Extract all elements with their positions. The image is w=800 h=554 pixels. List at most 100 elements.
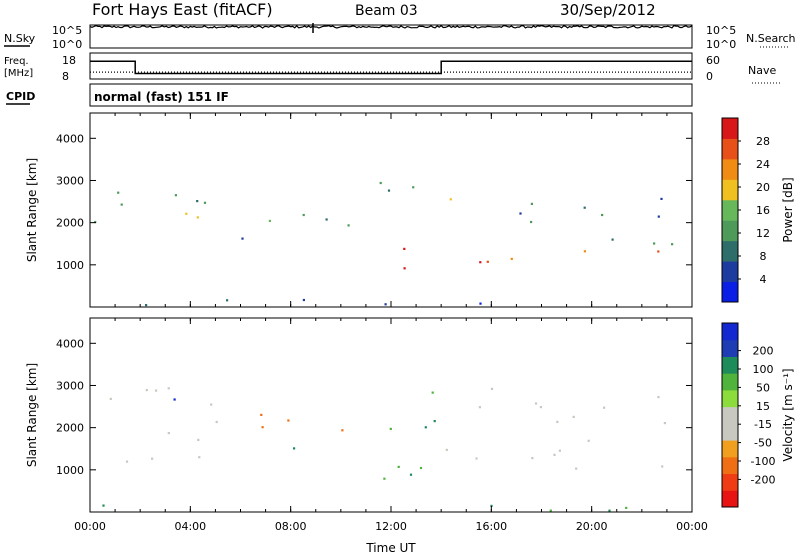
heatmap-cell bbox=[185, 212, 188, 215]
station-title: Fort Hays East (fitACF) bbox=[92, 0, 273, 19]
heatmap-cell bbox=[109, 397, 112, 400]
colorbar-tick-label: 200 bbox=[753, 345, 774, 358]
heatmap-cell bbox=[556, 420, 559, 423]
heatmap-cell bbox=[657, 250, 660, 253]
colorbar-segment bbox=[722, 118, 738, 139]
heatmap-cell bbox=[198, 456, 201, 459]
heatmap-cell bbox=[196, 200, 199, 203]
heatmap-cell bbox=[125, 460, 129, 463]
heatmap-cell bbox=[409, 473, 413, 476]
power-axes: 1000 2000 3000 4000 bbox=[56, 113, 693, 307]
velocity-colorbar-label: Velocity [m s⁻¹] bbox=[781, 368, 795, 461]
heatmap-cell bbox=[268, 219, 271, 222]
heatmap-cell bbox=[660, 197, 663, 200]
colorbar-segment bbox=[722, 440, 738, 458]
freq-label-2: [MHz] bbox=[4, 68, 33, 79]
nave-label: Nave bbox=[748, 64, 776, 77]
colorbar-segment bbox=[722, 240, 738, 262]
heatmap-cell bbox=[403, 247, 406, 250]
colorbar-tick-label: -50 bbox=[754, 437, 772, 450]
heatmap-cell bbox=[347, 224, 350, 227]
heatmap-cell bbox=[412, 186, 415, 189]
heatmap-cell bbox=[603, 406, 606, 409]
noise-left-tick-low: 10^0 bbox=[52, 38, 82, 51]
colorbar-segment bbox=[722, 473, 738, 491]
noise-left-label: N.Sky bbox=[4, 32, 36, 45]
colorbar-tick-label: 20 bbox=[756, 181, 770, 194]
heatmap-cell bbox=[117, 191, 120, 194]
beam-label: Beam 03 bbox=[355, 3, 418, 19]
noise-left-tick-high: 10^5 bbox=[52, 24, 82, 37]
heatmap-cell bbox=[151, 457, 154, 460]
heatmap-cell bbox=[341, 429, 344, 432]
colorbar-segment bbox=[722, 199, 738, 221]
colorbar-segment bbox=[722, 281, 738, 303]
heatmap-cell bbox=[389, 427, 392, 430]
velocity-heatmap bbox=[102, 387, 666, 512]
noise-right-tick-low: 10^0 bbox=[706, 38, 736, 51]
heatmap-cell bbox=[226, 299, 229, 302]
velocity-axes: 1000 2000 3000 4000 00:00 04:00 08:00 12:00 16:0… bbox=[56, 318, 708, 533]
y-tick-label: 2000 bbox=[56, 422, 84, 435]
heatmap-cell bbox=[120, 203, 123, 206]
colorbar-segment bbox=[722, 158, 738, 180]
freq-panel-frame bbox=[89, 52, 693, 80]
heatmap-cell bbox=[384, 303, 387, 306]
power-panel-frame bbox=[89, 112, 693, 308]
heatmap-cell bbox=[530, 220, 533, 224]
heatmap-cell bbox=[553, 453, 556, 456]
heatmap-cell bbox=[530, 202, 533, 205]
velocity-panel-frame bbox=[89, 317, 693, 513]
heatmap-cell bbox=[260, 413, 263, 416]
cpid-mode: normal (fast) 151 IF bbox=[94, 90, 229, 104]
power-ylabel: Slant Range [km] bbox=[25, 158, 39, 262]
nave-tick-high: 60 bbox=[706, 54, 720, 67]
heatmap-cell bbox=[397, 465, 400, 468]
heatmap-cell bbox=[531, 457, 534, 460]
heatmap-cell bbox=[653, 242, 656, 245]
heatmap-cell bbox=[657, 396, 660, 399]
heatmap-cell bbox=[167, 387, 170, 390]
heatmap-cell bbox=[549, 509, 552, 512]
y-tick-label: 1000 bbox=[56, 464, 84, 477]
noise-panel-frame bbox=[89, 24, 693, 49]
heatmap-cell bbox=[445, 448, 448, 451]
heatmap-cell bbox=[155, 389, 158, 392]
colorbar-segment bbox=[722, 406, 738, 424]
colorbar-segment bbox=[722, 138, 738, 160]
heatmap-cell bbox=[403, 267, 406, 270]
y-tick-label: 2000 bbox=[56, 217, 84, 230]
noise-series-line bbox=[89, 24, 693, 29]
x-tick-label: 00:00 bbox=[74, 520, 106, 533]
colorbar-tick-label: 100 bbox=[753, 363, 774, 376]
heatmap-cell bbox=[490, 504, 493, 507]
heatmap-cell bbox=[196, 216, 199, 219]
x-tick-label: 04:00 bbox=[174, 520, 206, 533]
heatmap-cell bbox=[325, 218, 328, 221]
colorbar-segment bbox=[722, 456, 738, 475]
heatmap-cell bbox=[671, 243, 674, 246]
colorbar-frame bbox=[721, 322, 739, 508]
heatmap-cell bbox=[608, 509, 611, 512]
heatmap-cell bbox=[387, 189, 391, 192]
heatmap-cell bbox=[197, 438, 200, 441]
velocity-colorbar: 200 100 50 15 -15 -50 -100 -200 bbox=[721, 322, 775, 508]
x-axis-title: Time UT bbox=[365, 541, 416, 554]
heatmap-cell bbox=[587, 439, 590, 442]
colorbar-segment bbox=[722, 490, 738, 508]
heatmap-cell bbox=[379, 181, 382, 185]
noise-right-tick-high: 10^5 bbox=[706, 24, 736, 37]
heatmap-cell bbox=[572, 415, 575, 418]
colorbar-tick-label: 28 bbox=[756, 135, 770, 148]
cpid-panel-frame bbox=[89, 83, 693, 107]
x-tick-label: 00:00 bbox=[676, 520, 708, 533]
heatmap-cell bbox=[433, 420, 436, 423]
date-label: 30/Sep/2012 bbox=[560, 1, 656, 19]
x-tick-label: 20:00 bbox=[576, 520, 608, 533]
x-tick-label: 12:00 bbox=[375, 520, 407, 533]
heatmap-cell bbox=[479, 302, 482, 305]
power-colorbar-label: Power [dB] bbox=[781, 177, 795, 242]
heatmap-cell bbox=[302, 298, 305, 302]
heatmap-cell bbox=[539, 406, 542, 409]
colorbar-segment bbox=[722, 339, 738, 357]
